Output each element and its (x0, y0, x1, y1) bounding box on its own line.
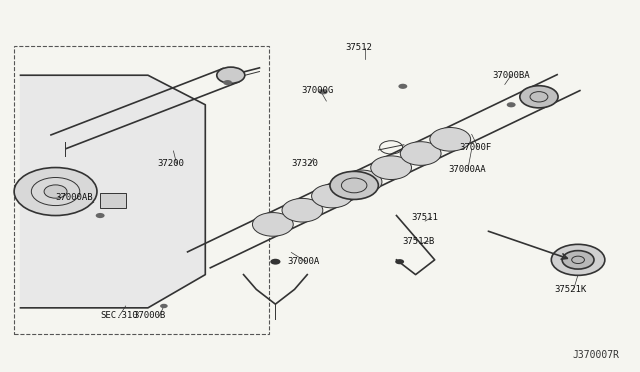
Bar (14, 46, 269, 334)
Circle shape (44, 185, 67, 198)
Text: 37512: 37512 (346, 43, 372, 52)
Polygon shape (20, 75, 205, 308)
Circle shape (312, 184, 353, 208)
Circle shape (551, 244, 605, 275)
Text: 37511: 37511 (411, 213, 438, 222)
Text: 37000B: 37000B (134, 311, 166, 320)
Circle shape (520, 86, 558, 108)
Circle shape (430, 128, 470, 151)
Circle shape (270, 259, 280, 264)
Circle shape (562, 251, 594, 269)
Circle shape (96, 213, 104, 218)
Circle shape (395, 259, 404, 264)
Circle shape (282, 198, 323, 222)
Circle shape (160, 304, 168, 308)
Bar (100, 193, 125, 208)
Text: 37000F: 37000F (459, 143, 491, 152)
Text: 37000AB: 37000AB (56, 193, 93, 202)
Circle shape (341, 170, 382, 194)
Text: 37320: 37320 (291, 159, 318, 169)
Text: J370007R: J370007R (573, 350, 620, 359)
Text: 37000BA: 37000BA (492, 71, 530, 80)
Circle shape (217, 67, 245, 83)
Circle shape (507, 102, 516, 108)
Text: 37200: 37200 (157, 159, 184, 169)
Circle shape (398, 84, 407, 89)
Circle shape (371, 156, 412, 180)
Circle shape (252, 212, 293, 236)
Circle shape (400, 142, 441, 165)
Text: 37512B: 37512B (403, 237, 435, 246)
Text: 37000G: 37000G (301, 86, 333, 94)
Circle shape (223, 80, 232, 85)
Text: SEC.310: SEC.310 (100, 311, 138, 320)
Text: 37000A: 37000A (287, 257, 319, 266)
Text: 37521K: 37521K (554, 285, 587, 294)
Text: 37000AA: 37000AA (449, 165, 486, 174)
Circle shape (319, 89, 328, 94)
Circle shape (14, 167, 97, 215)
Circle shape (330, 171, 378, 199)
